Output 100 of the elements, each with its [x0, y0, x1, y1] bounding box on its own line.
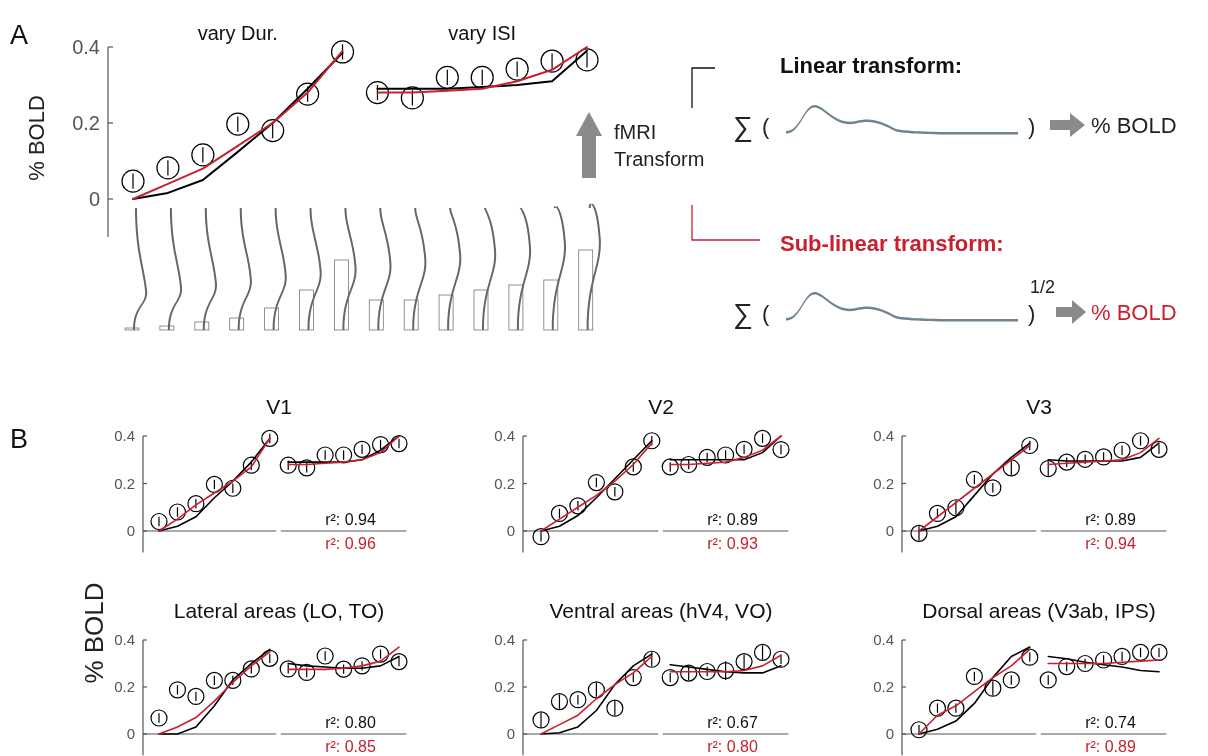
- point: [150, 512, 168, 531]
- y-tick-label: 0: [506, 522, 515, 540]
- point: [532, 711, 550, 729]
- point: [400, 86, 424, 110]
- y-tick-label: 0.4: [494, 631, 515, 649]
- point: [965, 667, 983, 686]
- point: [772, 440, 790, 459]
- y-tick-label: 0.4: [72, 36, 100, 58]
- point: [1039, 671, 1057, 689]
- y-tick-label: 0.2: [114, 678, 135, 696]
- text: vary ISI: [448, 22, 517, 44]
- point: [242, 660, 260, 678]
- point: [947, 699, 965, 717]
- annotation: r²: 0.80: [325, 714, 376, 731]
- y-axis-title: % BOLD: [24, 95, 49, 181]
- y-tick-label: 0.4: [114, 427, 135, 445]
- point: [1095, 448, 1113, 466]
- annotation: r²: 0.85: [325, 738, 376, 755]
- point: [191, 143, 215, 167]
- chart-title: V3: [1026, 395, 1052, 418]
- y-axis-title: % BOLD: [79, 582, 109, 684]
- point: [643, 432, 661, 450]
- point: [717, 661, 735, 680]
- y-tick-label: 0.2: [873, 474, 894, 492]
- point: [1021, 436, 1039, 455]
- text: ∑: [733, 298, 753, 329]
- point: [984, 479, 1002, 497]
- point: [168, 681, 187, 699]
- point: [587, 681, 605, 699]
- text: Transform: [614, 148, 705, 170]
- point: [984, 679, 1002, 697]
- annotation: r²: 0.89: [1085, 511, 1136, 528]
- point: [365, 81, 390, 105]
- annotation: r²: 0.67: [707, 714, 758, 731]
- chart-title: Lateral areas (LO, TO): [173, 599, 385, 622]
- point: [624, 669, 642, 687]
- annotation: r²: 0.89: [1085, 738, 1136, 755]
- annotation: r²: 0.80: [707, 738, 758, 755]
- point: [505, 57, 529, 81]
- point: [735, 440, 753, 458]
- point: [698, 662, 716, 681]
- chart-title: V1: [266, 395, 292, 418]
- point: [1150, 643, 1168, 662]
- y-tick-label: 0.4: [873, 427, 894, 445]
- y-tick-label: 0.2: [72, 112, 100, 134]
- point: [698, 448, 716, 466]
- point: [965, 470, 983, 489]
- point: [569, 497, 587, 515]
- point: [470, 65, 494, 89]
- point: [156, 156, 180, 180]
- text: (: [762, 301, 770, 326]
- point: [261, 119, 285, 143]
- text: ): [1028, 301, 1036, 326]
- y-tick-label: 0.4: [114, 631, 135, 649]
- chart-title: Dorsal areas (V3ab, IPS): [922, 599, 1156, 622]
- text: fMRI: [614, 121, 657, 143]
- y-tick-label: 0: [126, 725, 135, 743]
- y-tick-label: 0.4: [494, 427, 515, 445]
- point: [296, 82, 320, 106]
- y-tick-label: 0.4: [873, 631, 894, 649]
- point: [735, 653, 753, 671]
- text: Linear transform:: [780, 53, 963, 78]
- annotation: r²: 0.94: [325, 511, 376, 528]
- point: [261, 429, 279, 447]
- y-tick-label: 0: [885, 725, 894, 743]
- point: [187, 687, 205, 705]
- point: [540, 49, 564, 73]
- point: [753, 643, 772, 662]
- point: [330, 40, 355, 64]
- point: [353, 440, 371, 458]
- text: B: [10, 424, 29, 454]
- point: [624, 458, 642, 476]
- chart-title: V2: [648, 395, 674, 418]
- point: [298, 663, 316, 682]
- point: [121, 169, 145, 193]
- point: [1076, 654, 1094, 673]
- text: % BOLD: [1091, 300, 1177, 325]
- point: [168, 503, 187, 521]
- point: [1076, 450, 1094, 468]
- point: [606, 699, 624, 717]
- point: [753, 429, 772, 447]
- annotation: r²: 0.94: [1085, 535, 1136, 552]
- point: [224, 671, 242, 690]
- point: [371, 645, 390, 663]
- point: [316, 446, 334, 464]
- y-tick-label: 0: [885, 522, 894, 540]
- point: [335, 446, 353, 464]
- point: [298, 459, 316, 477]
- point: [187, 495, 205, 513]
- y-tick-label: 0.2: [114, 474, 135, 492]
- y-tick-label: 0: [506, 725, 515, 743]
- point: [1021, 648, 1039, 666]
- text: 1/2: [1030, 277, 1056, 297]
- point: [680, 455, 698, 474]
- point: [1131, 643, 1150, 662]
- point: [1131, 432, 1150, 450]
- y-tick-label: 0: [126, 522, 135, 540]
- point: [353, 657, 371, 675]
- point: [717, 446, 735, 464]
- point: [947, 499, 965, 517]
